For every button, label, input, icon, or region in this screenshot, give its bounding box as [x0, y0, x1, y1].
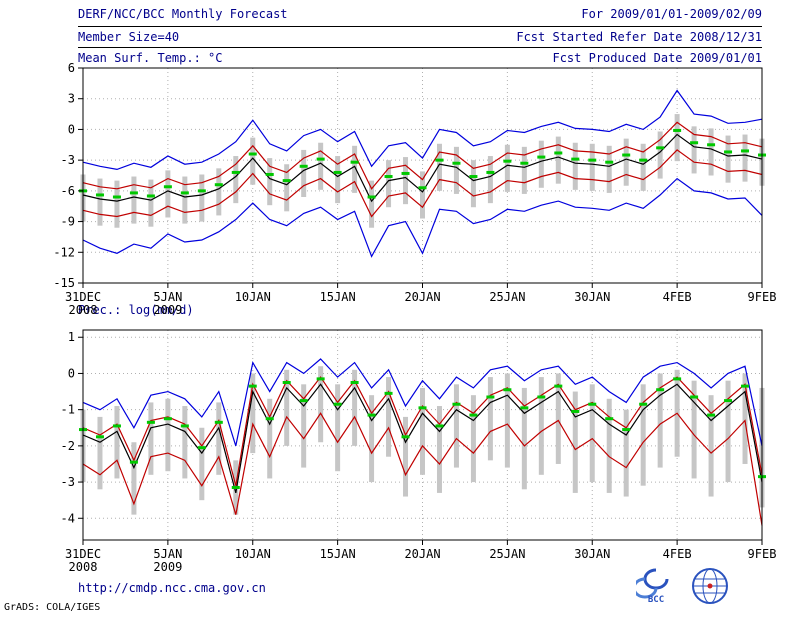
source-url: http://cmdp.ncc.cma.gov.cn [78, 581, 266, 595]
x-tick-sublabel: 2008 [69, 303, 98, 317]
ensemble-spread-bars [80, 114, 765, 228]
forecast-range-label: For 2009/01/01-2009/02/09 [581, 7, 762, 21]
y-tick-label: -6 [61, 184, 75, 198]
y-tick-label: -12 [53, 245, 75, 259]
x-tick-label: 5JAN [153, 290, 182, 304]
series-lower-line [82, 149, 763, 218]
x-tick-sublabel: 2009 [153, 560, 182, 574]
y-tick-label: 3 [68, 92, 75, 106]
x-tick-label: 9FEB [748, 290, 777, 304]
member-size-label: Member Size=40 [78, 30, 180, 44]
x-tick-label: 30JAN [574, 290, 610, 304]
header-divider-1 [78, 26, 762, 27]
series-mean-line [82, 133, 763, 203]
fcst-started-label: Fcst Started Refer Date 2008/12/31 [516, 30, 762, 44]
x-tick-label: 31DEC [65, 290, 101, 304]
series-upper-line [82, 121, 763, 190]
y-tick-label: 1 [68, 330, 75, 344]
x-tick-label: 15JAN [320, 547, 356, 561]
series-mean-line [82, 383, 763, 494]
x-tick-label: 31DEC [65, 547, 101, 561]
series-max-line [82, 89, 763, 171]
x-tick-label: 15JAN [320, 290, 356, 304]
bcc-logo-icon: BCC [636, 568, 669, 605]
x-tick-label: 4FEB [663, 547, 692, 561]
temperature-panel-title: Mean Surf. Temp.: °C [78, 51, 223, 65]
fcst-produced-label: Fcst Produced Date 2009/01/01 [552, 51, 762, 65]
y-tick-label: -9 [61, 215, 75, 229]
x-tick-label: 25JAN [489, 547, 525, 561]
y-tick-label: -3 [61, 475, 75, 489]
bcc-logo-label: BCC [648, 595, 664, 605]
x-tick-label: 30JAN [574, 547, 610, 561]
x-tick-label: 9FEB [748, 547, 777, 561]
y-tick-label: -15 [53, 276, 75, 290]
x-tick-sublabel: 2008 [69, 560, 98, 574]
y-tick-label: -1 [61, 403, 75, 417]
logos: BCC [636, 566, 730, 606]
median-marks [79, 377, 766, 489]
series-min-line [82, 177, 763, 258]
y-tick-label: 0 [68, 122, 75, 136]
y-tick-label: 0 [68, 366, 75, 380]
y-tick-label: 6 [68, 61, 75, 75]
x-tick-label: 5JAN [153, 547, 182, 561]
x-tick-label: 20JAN [404, 547, 440, 561]
x-tick-label: 10JAN [235, 290, 271, 304]
y-tick-label: -3 [61, 153, 75, 167]
grads-credit: GrADS: COLA/IGES [4, 602, 101, 613]
header-divider-2 [78, 47, 762, 48]
cma-logo-center-dot [707, 583, 713, 589]
cma-logo-icon [692, 568, 728, 604]
x-tick-label: 25JAN [489, 290, 525, 304]
x-tick-label: 4FEB [663, 290, 692, 304]
x-tick-label: 10JAN [235, 547, 271, 561]
x-tick-sublabel: 2009 [153, 303, 182, 317]
series-lower-line [82, 412, 763, 526]
precipitation-panel-title: Prec.: log(mm/d) [78, 303, 194, 317]
y-tick-label: -2 [61, 439, 75, 453]
series-upper-line [82, 376, 763, 486]
y-tick-label: -4 [61, 511, 75, 525]
series-max-line [82, 358, 763, 447]
x-tick-label: 20JAN [404, 290, 440, 304]
plot-title: DERF/NCC/BCC Monthly Forecast [78, 7, 288, 21]
